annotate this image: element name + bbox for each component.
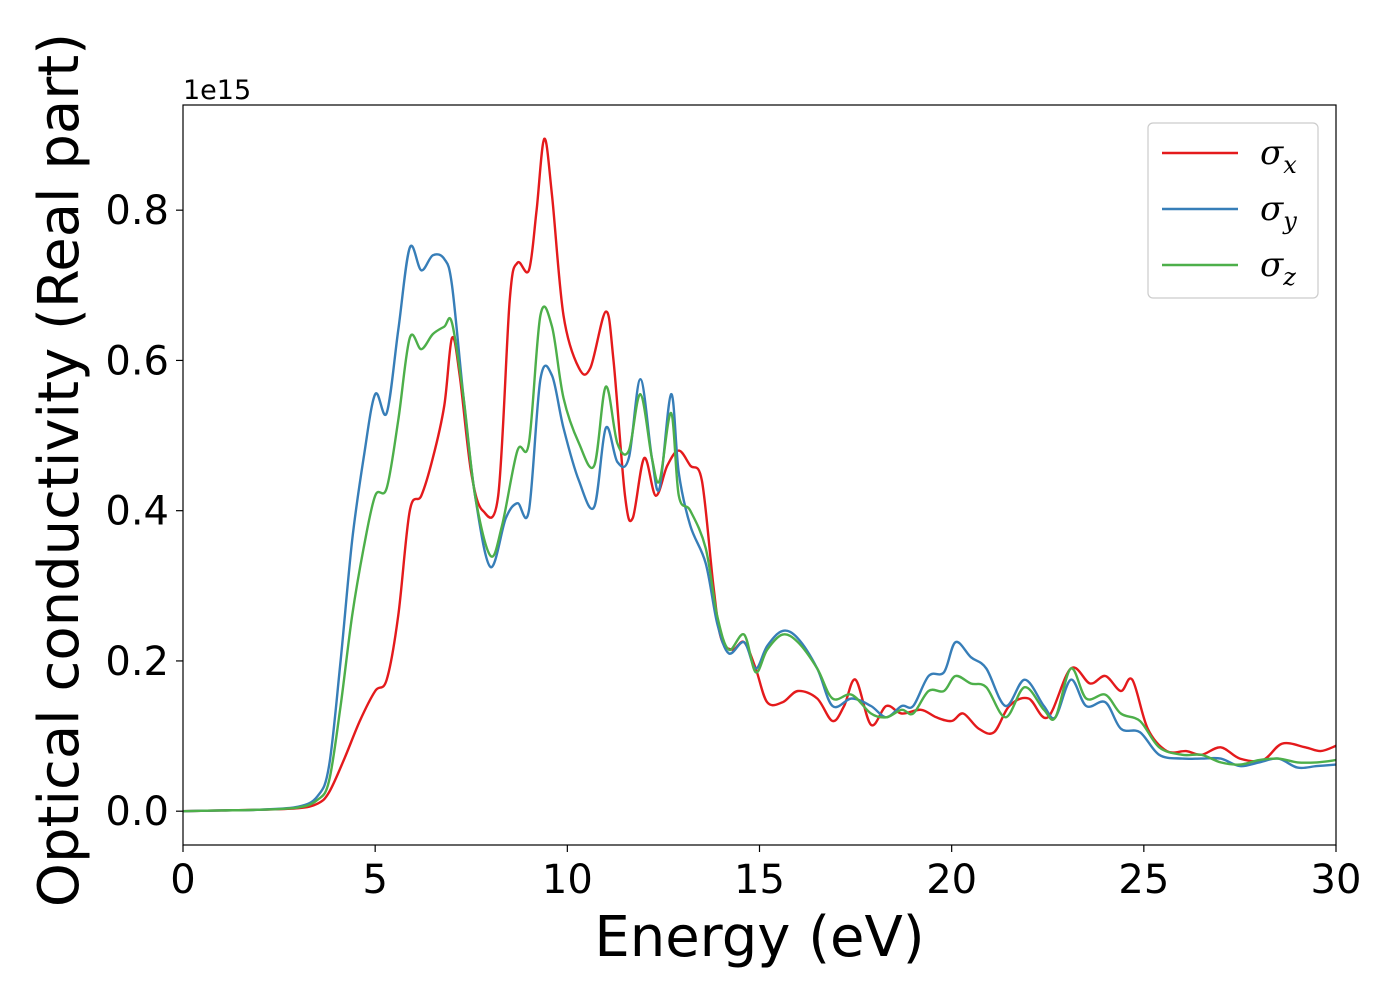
- y-axis-title: Optical conductivity (Real part): [27, 33, 92, 907]
- legend-label-y: σy: [1260, 189, 1297, 235]
- y-tick-label: 0.0: [105, 789, 169, 835]
- x-axis: 0 5 10 15 20 25 30: [170, 845, 1361, 903]
- series-line-x: [183, 137, 1336, 813]
- y-tick-label: 0.4: [105, 489, 169, 535]
- x-tick-label: 15: [734, 857, 785, 903]
- y-tick-label: 0.6: [105, 338, 169, 384]
- x-tick-label: 25: [1118, 857, 1169, 903]
- legend-label-x: σx: [1260, 133, 1297, 179]
- y-tick-label: 0.8: [105, 188, 169, 234]
- x-tick-label: 0: [170, 857, 195, 903]
- legend: σx σy σz: [1147, 122, 1319, 299]
- x-tick-label: 30: [1311, 857, 1362, 903]
- legend-label-z: σz: [1260, 245, 1296, 291]
- y-axis: 0.0 0.2 0.4 0.6 0.8: [105, 188, 183, 835]
- series-line-y: [183, 244, 1336, 813]
- x-tick-label: 10: [542, 857, 593, 903]
- x-tick-label: 20: [926, 857, 977, 903]
- legend-box: [1147, 122, 1319, 299]
- series-layer: [183, 137, 1336, 813]
- x-axis-title: Energy (eV): [594, 905, 924, 970]
- y-tick-label: 0.2: [105, 639, 169, 685]
- y-axis-offset-label: 1e15: [183, 75, 251, 106]
- series-line-z: [183, 305, 1336, 813]
- x-tick-label: 5: [362, 857, 387, 903]
